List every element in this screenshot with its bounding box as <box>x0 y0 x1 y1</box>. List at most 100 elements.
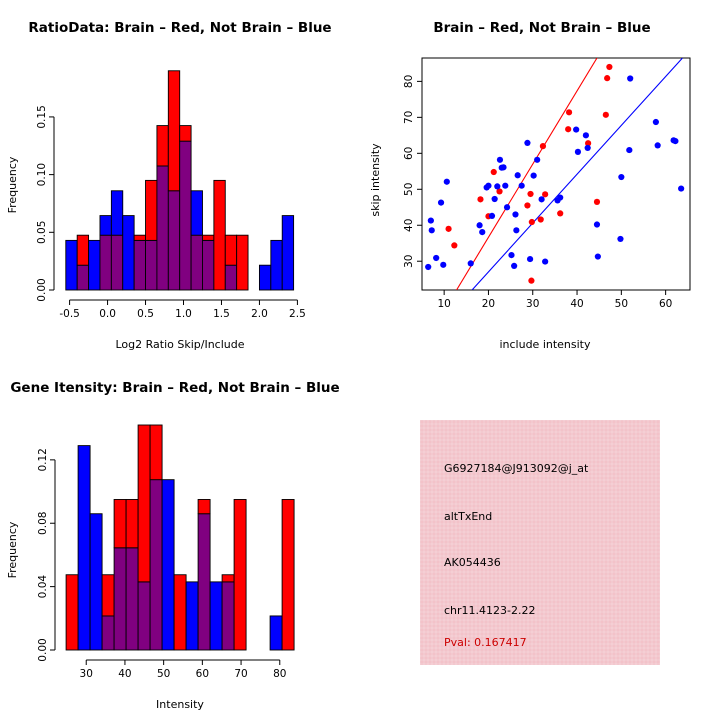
ratio-histogram-ylabel: Frequency <box>6 156 19 213</box>
hist-bar-brain <box>202 234 215 241</box>
scatter-point-not-brain <box>617 235 624 243</box>
hist-bar-brain <box>65 574 79 651</box>
scatter-point-not-brain <box>582 132 590 139</box>
x-tick-label: 10 <box>437 298 450 310</box>
scatter-plot-title: Brain – Red, Not Brain – Blue <box>433 20 650 36</box>
gene-histogram-ylabel: Frequency <box>6 521 19 578</box>
x-tick-label: 50 <box>615 298 628 310</box>
scatter-point-brain <box>602 111 609 118</box>
y-tick-label: 50 <box>403 183 415 196</box>
x-tick-label: 60 <box>196 668 209 680</box>
hist-bar-not-brain <box>77 445 91 651</box>
hist-bar-overlap <box>110 234 124 291</box>
hist-bar-overlap <box>156 165 169 291</box>
scatter-plot-xlabel: include intensity <box>499 338 591 351</box>
scatter-point-brain <box>537 216 544 223</box>
scatter-point-not-brain <box>467 260 474 267</box>
gene-histogram-xlabel: Intensity <box>156 698 204 711</box>
scatter-point-not-brain <box>476 222 483 229</box>
y-tick-label: 0.00 <box>37 638 49 661</box>
hist-bar-brain <box>76 234 90 266</box>
info-box: G6927184@J913092@j_at altTxEnd AK054436 … <box>420 420 660 665</box>
x-tick-label: 40 <box>570 298 583 310</box>
ratio-histogram-axes: 0.00 0.05 0.10 0.15 -0.5 0.0 0.5 1.0 1.5 2.0 2.5 <box>36 105 306 320</box>
hist-bar-brain <box>221 574 235 583</box>
hist-bar-not-brain <box>269 615 283 651</box>
scatter-point-not-brain <box>574 148 582 155</box>
scatter-frame <box>421 57 691 291</box>
y-tick-label: 30 <box>403 255 415 268</box>
hist-bar-brain <box>156 125 169 167</box>
hist-bar-brain <box>213 179 226 291</box>
scatter-point-not-brain <box>514 172 521 179</box>
hist-bar-not-brain <box>122 215 135 291</box>
scatter-point-not-brain <box>508 252 515 259</box>
scatter-point-brain <box>606 63 613 71</box>
scatter-point-brain <box>528 277 535 284</box>
scatter-point-not-brain <box>524 139 531 146</box>
scatter-point-not-brain <box>573 126 580 133</box>
scatter-point-not-brain <box>518 182 525 189</box>
scatter-point-not-brain <box>526 255 534 263</box>
y-tick-label: 0.08 <box>37 512 49 535</box>
hist-bar-overlap <box>101 615 115 651</box>
scatter-point-not-brain <box>427 217 434 224</box>
scatter-point-not-brain <box>618 173 625 181</box>
x-tick-label: -0.5 <box>59 308 80 320</box>
scatter-point-not-brain <box>440 261 447 268</box>
scatter-point-not-brain <box>542 258 549 265</box>
hist-bar-overlap <box>167 190 181 291</box>
hist-bar-brain <box>197 499 211 515</box>
scatter-point-not-brain <box>503 204 511 211</box>
ratio-histogram-title: RatioData: Brain – Red, Not Brain – Blue <box>28 20 331 36</box>
scatter-point-not-brain <box>488 212 496 220</box>
scatter-point-brain <box>528 218 535 226</box>
scatter-point-not-brain <box>557 194 564 201</box>
y-tick-label: 40 <box>403 219 415 232</box>
scatter-plot-axes: 30 40 50 60 70 80 10 20 30 40 50 60 <box>403 75 672 310</box>
scatter-point-brain <box>557 210 564 217</box>
hist-bar-overlap <box>221 581 235 651</box>
hist-bar-not-brain <box>65 239 78 291</box>
scatter-point-not-brain <box>652 118 659 126</box>
scatter-point-not-brain <box>485 182 492 189</box>
hist-bar-brain <box>173 574 187 651</box>
x-tick-label: 0.0 <box>99 308 116 320</box>
hist-bar-not-brain <box>190 190 203 236</box>
scatter-point-brain <box>496 188 503 195</box>
hist-bar-overlap <box>137 581 151 651</box>
hist-bar-not-brain <box>281 215 295 291</box>
fit-line <box>456 58 598 290</box>
x-tick-label: 30 <box>80 668 93 680</box>
scatter-point-brain <box>539 143 547 150</box>
scatter-point-not-brain <box>443 178 450 185</box>
gene-histogram-svg: Gene Itensity: Brain – Red, Not Brain – … <box>6 380 340 711</box>
x-tick-label: 80 <box>273 668 286 680</box>
hist-bar-not-brain <box>88 239 101 291</box>
scatter-plot-svg: Brain – Red, Not Brain – Blue 30 40 50 60 70… <box>369 20 691 351</box>
scatter-points <box>425 63 685 284</box>
scatter-point-not-brain <box>584 144 591 152</box>
hist-bar-brain <box>133 234 146 241</box>
hist-bar-brain <box>233 499 247 651</box>
scatter-point-not-brain <box>425 263 432 271</box>
x-tick-label: 70 <box>234 668 247 680</box>
y-tick-label: 0.12 <box>37 448 49 471</box>
hist-bar-overlap <box>145 239 158 291</box>
scatter-point-not-brain <box>500 164 507 171</box>
hist-bar-brain <box>236 234 249 291</box>
hist-bar-overlap <box>99 234 112 291</box>
hist-bar-not-brain <box>161 479 175 651</box>
scatter-point-brain <box>527 190 534 198</box>
hist-bar-overlap <box>202 239 215 291</box>
panel-ratio-histogram: RatioData: Brain – Red, Not Brain – Blue… <box>0 0 360 360</box>
locus-text: chr11.4123-2.22 <box>444 604 536 617</box>
y-tick-label: 70 <box>403 111 415 124</box>
hist-bar-not-brain <box>89 513 103 651</box>
hist-bar-overlap <box>197 513 211 651</box>
hist-bar-not-brain <box>99 215 112 236</box>
scatter-point-brain <box>604 75 611 82</box>
pval-text: Pval: 0.167417 <box>444 636 527 649</box>
hist-bar-brain <box>149 424 163 481</box>
hist-bar-not-brain <box>270 239 283 291</box>
